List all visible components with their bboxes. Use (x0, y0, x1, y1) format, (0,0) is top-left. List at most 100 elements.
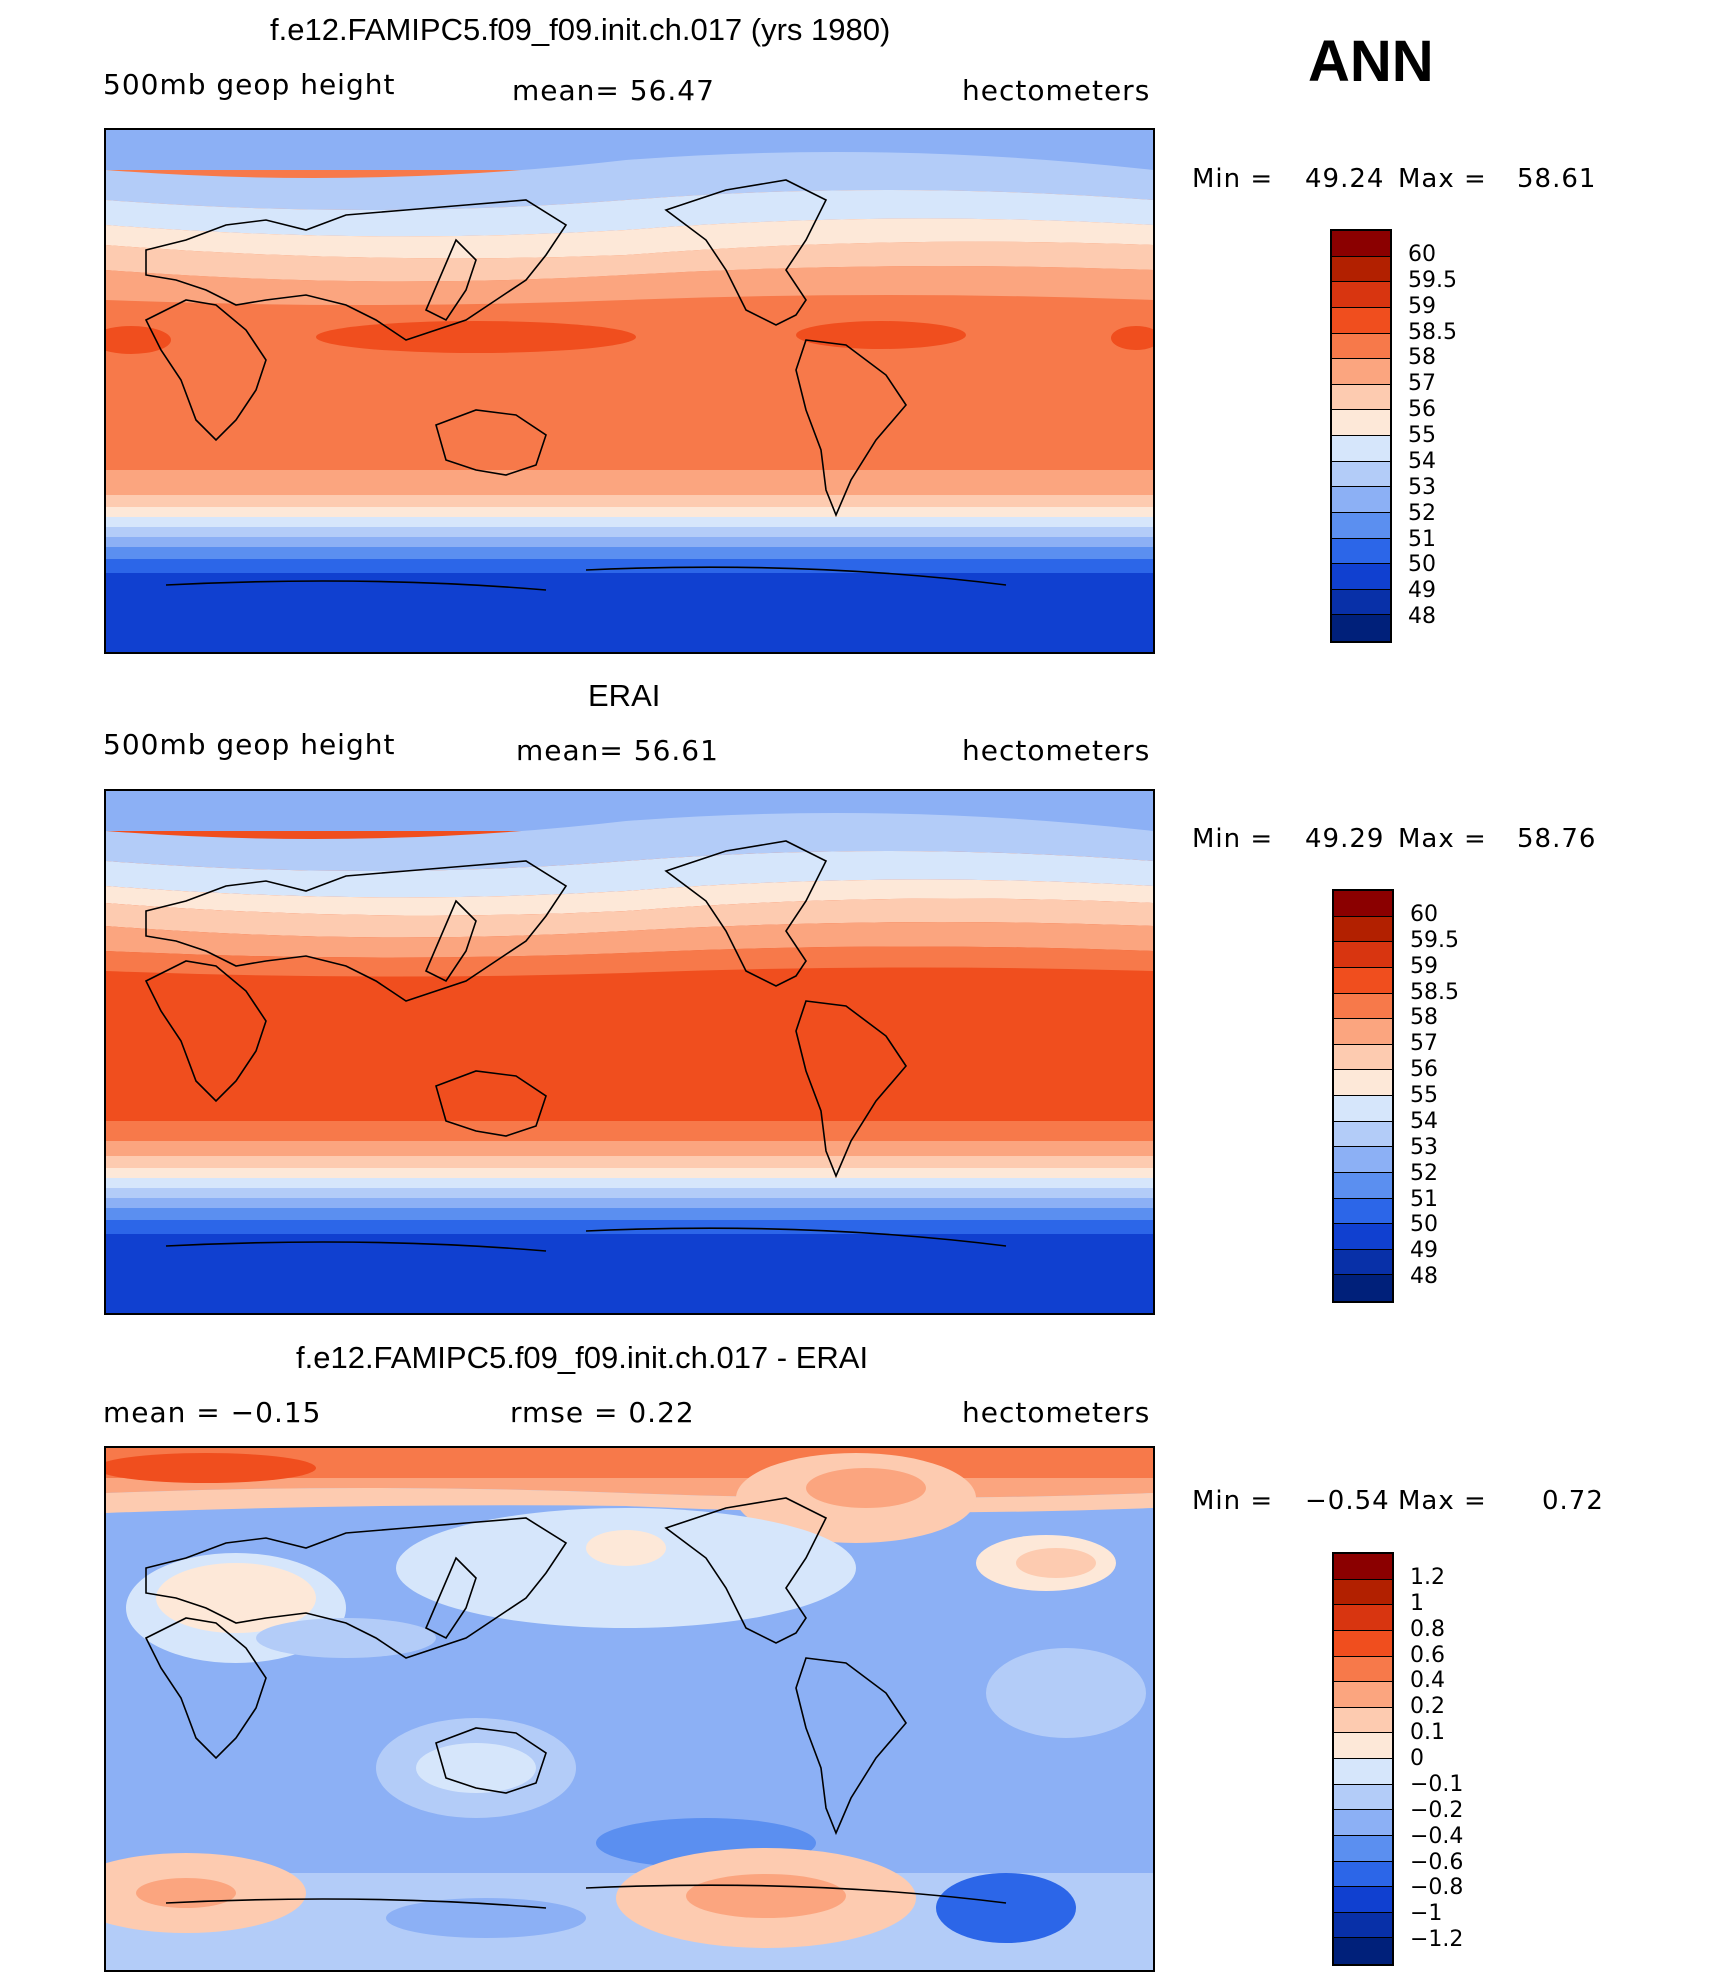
colorbar-swatch (1332, 589, 1390, 616)
colorbar-tick-label: 49 (1408, 578, 1436, 604)
colorbar-tick-label: 0.4 (1410, 1668, 1445, 1694)
panel1-mean-label: mean= 56.47 (512, 74, 715, 107)
panel3-colorbar (1332, 1552, 1394, 1966)
colorbar-tick-label: 53 (1410, 1134, 1438, 1160)
colorbar-swatch (1332, 564, 1390, 590)
colorbar-swatch (1334, 1887, 1392, 1913)
panel1-units-label: hectometers (962, 74, 1151, 107)
panel3-rmse-label: rmse = 0.22 (510, 1396, 695, 1429)
colorbar-swatch (1332, 256, 1390, 283)
colorbar-tick-label: 48 (1408, 604, 1436, 630)
colorbar-swatch (1334, 942, 1392, 968)
colorbar-tick-label: 57 (1408, 371, 1436, 397)
colorbar-swatch (1332, 512, 1390, 539)
panel1-max-value: 58.61 (1517, 164, 1597, 194)
colorbar-swatch (1334, 1070, 1392, 1096)
panel1-title: f.e12.FAMIPC5.f09_f09.init.ch.017 (yrs 1… (270, 12, 891, 47)
colorbar-swatch (1332, 436, 1390, 462)
colorbar-tick-label: 52 (1408, 500, 1436, 526)
colorbar-tick-label: 59 (1408, 293, 1436, 319)
colorbar-swatch (1334, 1938, 1392, 1964)
colorbar-swatch (1334, 891, 1392, 917)
colorbar-swatch (1334, 1912, 1392, 1939)
colorbar-tick-label: 0.2 (1410, 1694, 1445, 1720)
colorbar-swatch (1334, 916, 1392, 943)
colorbar-swatch (1334, 1019, 1392, 1045)
colorbar-swatch (1332, 410, 1390, 436)
colorbar-swatch (1332, 615, 1390, 641)
panel1-variable-label: 500mb geop height (103, 68, 396, 101)
panel3-mean-label: mean = −0.15 (103, 1396, 322, 1429)
colorbar-swatch (1334, 1682, 1392, 1708)
colorbar-tick-label: 53 (1408, 474, 1436, 500)
colorbar-swatch (1332, 231, 1390, 257)
colorbar-tick-label: 1.2 (1410, 1564, 1445, 1590)
colorbar-tick-label: 51 (1408, 526, 1436, 552)
colorbar-tick-label: −1 (1410, 1901, 1443, 1927)
colorbar-swatch (1334, 1733, 1392, 1759)
colorbar-tick-label: 51 (1410, 1186, 1438, 1212)
colorbar-tick-label: −0.6 (1410, 1849, 1464, 1875)
panel3-max-label: Max = (1398, 1486, 1487, 1516)
panel2-max-value: 58.76 (1517, 824, 1597, 854)
panel3-title: f.e12.FAMIPC5.f09_f09.init.ch.017 - ERAI (296, 1340, 869, 1375)
panel2-variable-label: 500mb geop height (103, 728, 396, 761)
colorbar-swatch (1334, 1784, 1392, 1811)
colorbar-tick-label: 55 (1408, 423, 1436, 448)
colorbar-swatch (1332, 333, 1390, 360)
colorbar-tick-label: 57 (1410, 1031, 1438, 1057)
colorbar-tick-label: 0.8 (1410, 1616, 1445, 1642)
colorbar-swatch (1334, 1810, 1392, 1836)
colorbar-swatch (1334, 1147, 1392, 1173)
colorbar-tick-label: −0.2 (1410, 1797, 1464, 1823)
colorbar-tick-label: 0.1 (1410, 1720, 1445, 1746)
colorbar-swatch (1334, 1835, 1392, 1862)
panel3-min-value: −0.54 (1305, 1486, 1390, 1516)
colorbar-tick-label: 52 (1410, 1160, 1438, 1186)
colorbar-tick-label: 59.5 (1408, 267, 1457, 293)
colorbar-swatch (1334, 1275, 1392, 1301)
colorbar-swatch (1334, 1605, 1392, 1631)
panel2-units-label: hectometers (962, 734, 1151, 767)
colorbar-tick-label: 59 (1410, 953, 1438, 979)
colorbar-swatch (1334, 1759, 1392, 1785)
colorbar-tick-label: 59.5 (1410, 927, 1459, 953)
colorbar-swatch (1332, 384, 1390, 411)
panel2-max-label: Max = (1398, 824, 1487, 854)
colorbar-swatch (1334, 1861, 1392, 1888)
colorbar-swatch (1334, 1044, 1392, 1071)
panel3-units-label: hectometers (962, 1396, 1151, 1429)
colorbar-tick-label: 60 (1408, 241, 1436, 267)
colorbar-swatch (1334, 1249, 1392, 1276)
colorbar-tick-label: 50 (1410, 1212, 1438, 1238)
colorbar-tick-label: 50 (1408, 552, 1436, 578)
colorbar-swatch (1334, 1198, 1392, 1225)
colorbar-tick-label: −1.2 (1410, 1927, 1464, 1953)
panel2-mean-label: mean= 56.61 (516, 734, 719, 767)
panel1-min-value: 49.24 (1305, 164, 1385, 194)
colorbar-swatch (1332, 307, 1390, 334)
panel2-min-value: 49.29 (1305, 824, 1385, 854)
colorbar-tick-label: 1 (1410, 1590, 1424, 1616)
panel2-colorbar (1332, 889, 1394, 1303)
panel3-min-label: Min = (1192, 1486, 1274, 1516)
colorbar-swatch (1334, 967, 1392, 994)
colorbar-tick-label: 55 (1410, 1083, 1438, 1108)
colorbar-tick-label: 60 (1410, 901, 1438, 927)
colorbar-tick-label: −0.8 (1410, 1875, 1464, 1901)
panel1-colorbar (1330, 229, 1392, 643)
colorbar-swatch (1334, 1656, 1392, 1683)
colorbar-swatch (1332, 487, 1390, 513)
colorbar-tick-label: 58 (1410, 1005, 1438, 1031)
colorbar-tick-label: 54 (1410, 1108, 1438, 1134)
colorbar-swatch (1334, 1630, 1392, 1657)
colorbar-tick-label: 58.5 (1410, 979, 1459, 1005)
colorbar-swatch (1334, 1579, 1392, 1606)
colorbar-swatch (1334, 993, 1392, 1020)
colorbar-swatch (1334, 1224, 1392, 1250)
colorbar-swatch (1332, 461, 1390, 488)
colorbar-tick-label: 0.6 (1410, 1642, 1445, 1668)
colorbar-swatch (1334, 1121, 1392, 1148)
colorbar-tick-label: 58.5 (1408, 319, 1457, 345)
colorbar-tick-label: 49 (1410, 1238, 1438, 1264)
